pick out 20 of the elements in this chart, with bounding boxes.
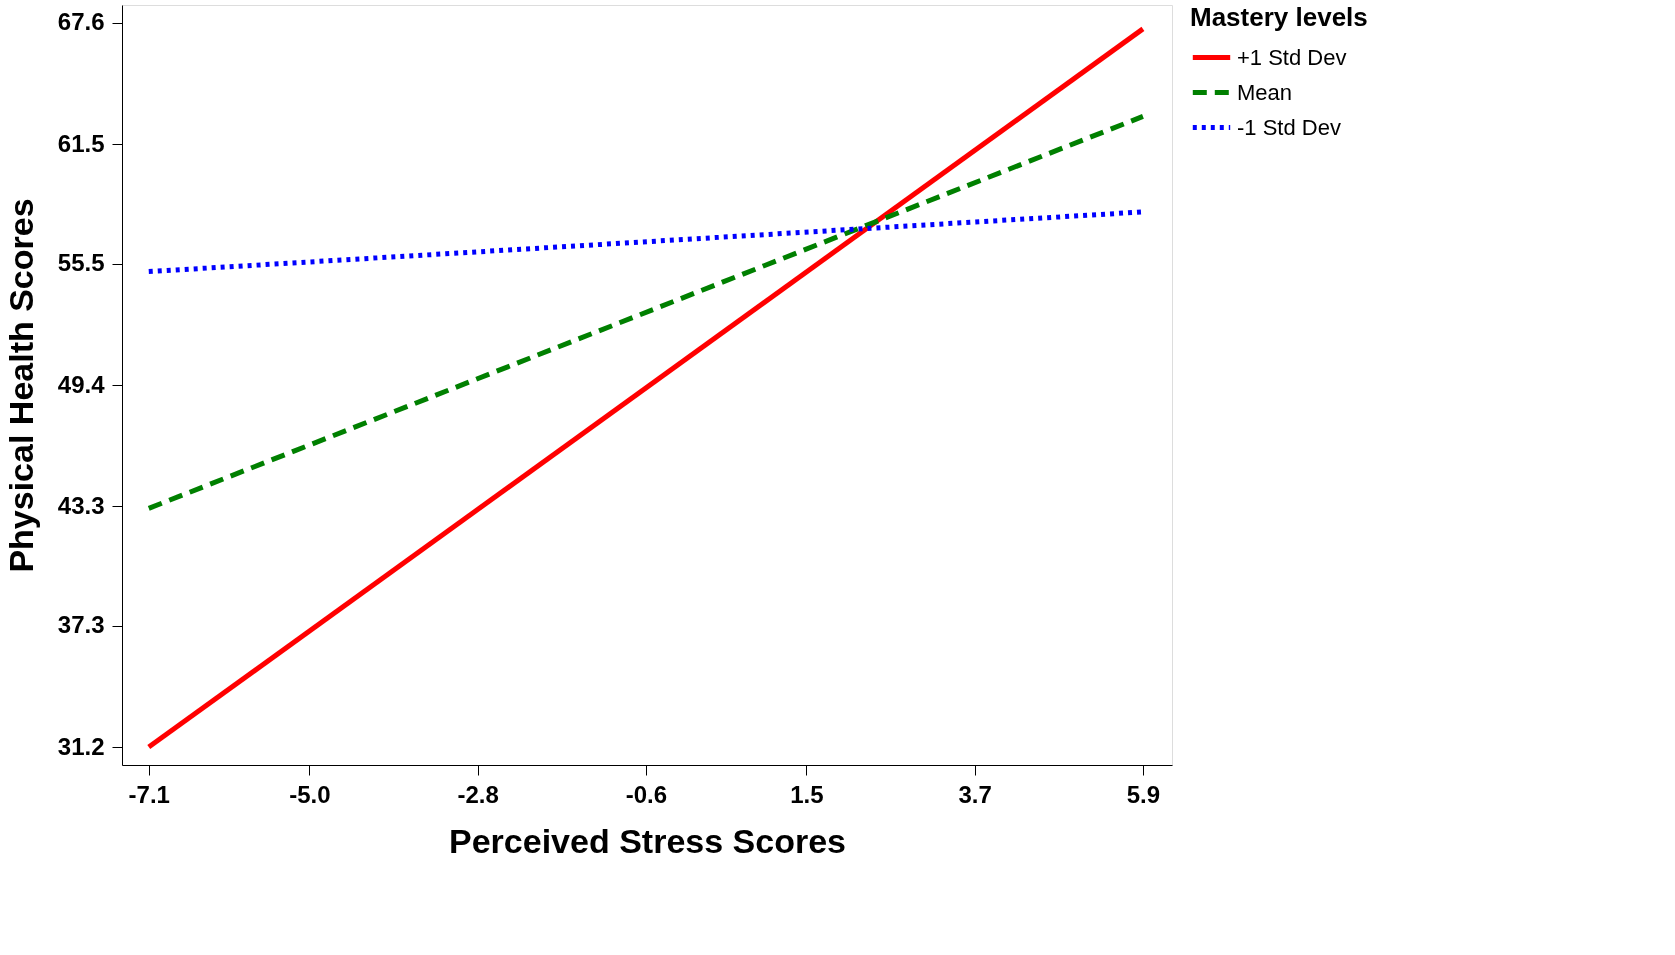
legend-title: Mastery levels <box>1190 2 1368 32</box>
y-tick-label: 37.3 <box>57 611 105 639</box>
y-axis-title: Physical Health Scores <box>1 198 40 573</box>
y-tick-label: 61.5 <box>57 129 105 157</box>
x-tick-label: -5.0 <box>289 780 331 808</box>
x-tick-label: -7.1 <box>128 780 170 808</box>
y-tick-label: 43.3 <box>57 491 105 519</box>
x-tick-label: 1.5 <box>790 780 824 808</box>
y-tick-label: 49.4 <box>57 370 106 398</box>
x-axis-title: Perceived Stress Scores <box>449 821 846 860</box>
legend-label: +1 Std Dev <box>1237 44 1347 70</box>
y-tick-label: 55.5 <box>57 249 105 277</box>
x-tick-label: 3.7 <box>958 780 992 808</box>
y-tick-label: 31.2 <box>57 732 105 760</box>
x-tick-label: -2.8 <box>457 780 499 808</box>
x-tick-label: -0.6 <box>625 780 668 808</box>
legend-label: Mean <box>1237 79 1293 105</box>
y-tick-label: 67.6 <box>57 8 105 36</box>
x-tick-label: 5.9 <box>1126 780 1161 808</box>
legend-label: -1 Std Dev <box>1237 114 1341 140</box>
